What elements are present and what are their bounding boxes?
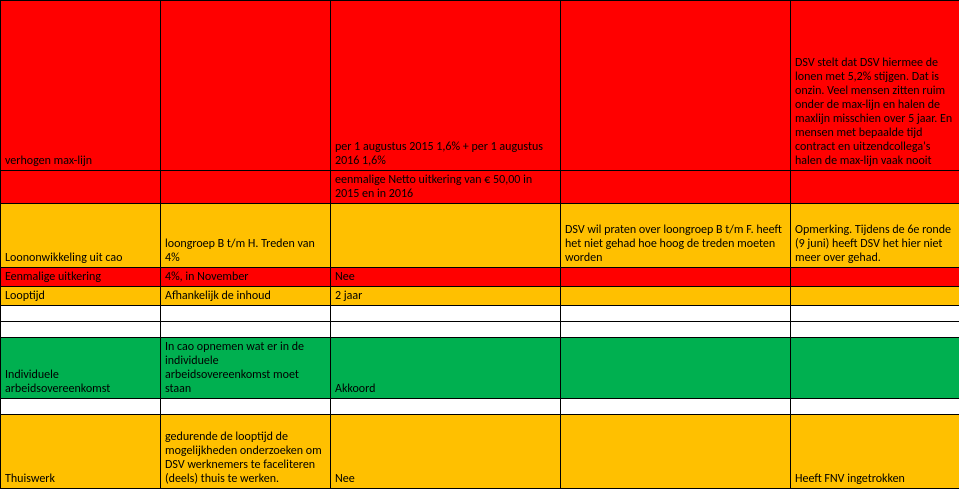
table-row: Loononwikkeling uit cao loongroep B t/m … (1, 204, 959, 268)
cell-label: Loononwikkeling uit cao (1, 204, 161, 268)
cell-c2: gedurende de looptijd de mogelijkheden o… (161, 415, 331, 489)
table-row: Individuele arbeidsovereenkomst In cao o… (1, 338, 959, 399)
table-row: Thuiswerk gedurende de looptijd de mogel… (1, 415, 959, 489)
cell-empty (331, 204, 561, 268)
table-row: Looptijd Afhankelijk de inhoud 2 jaar (1, 287, 959, 306)
cell-empty (561, 338, 791, 399)
cell-empty (161, 1, 331, 171)
cell-empty (561, 268, 791, 287)
cell-empty (791, 171, 959, 204)
cell-label: Looptijd (1, 287, 161, 306)
cell-label: Thuiswerk (1, 415, 161, 489)
cell-c3: eenmalige Netto uitkering van € 50,00 in… (331, 171, 561, 204)
cell-c3: Nee (331, 268, 561, 287)
cell-c5: Opmerking. Tijdens de 6e ronde (9 juni) … (791, 204, 959, 268)
table-row: verhogen max-lijn per 1 augustus 2015 1,… (1, 1, 959, 171)
cell-empty (791, 338, 959, 399)
cell-empty (1, 171, 161, 204)
cell-c2: Afhankelijk de inhoud (161, 287, 331, 306)
cell-c5: DSV stelt dat DSV hiermee de lonen met 5… (791, 1, 959, 171)
cell-label: Eenmalige uitkering (1, 268, 161, 287)
table-row: Eenmalige uitkering 4%, in November Nee (1, 268, 959, 287)
table-row (1, 322, 959, 338)
cell-label: verhogen max-lijn (1, 1, 161, 171)
cell-empty (561, 1, 791, 171)
cell-c3: Akkoord (331, 338, 561, 399)
cell-c3: per 1 augustus 2015 1,6% + per 1 augustu… (331, 1, 561, 171)
cell-empty (791, 287, 959, 306)
cell-empty (561, 171, 791, 204)
cell-c2: loongroep B t/m H. Treden van 4% (161, 204, 331, 268)
cell-empty (161, 171, 331, 204)
cell-empty (791, 268, 959, 287)
cell-c2: 4%, in November (161, 268, 331, 287)
table-row (1, 306, 959, 322)
cao-table: verhogen max-lijn per 1 augustus 2015 1,… (0, 0, 959, 489)
cell-empty (561, 415, 791, 489)
table-row (1, 399, 959, 415)
cell-empty (561, 287, 791, 306)
cell-c4: DSV wil praten over loongroep B t/m F. h… (561, 204, 791, 268)
cell-label: Individuele arbeidsovereenkomst (1, 338, 161, 399)
cell-c3: 2 jaar (331, 287, 561, 306)
table-row: eenmalige Netto uitkering van € 50,00 in… (1, 171, 959, 204)
cell-c2: In cao opnemen wat er in de individuele … (161, 338, 331, 399)
cell-c3: Nee (331, 415, 561, 489)
cell-c5: Heeft FNV ingetrokken (791, 415, 959, 489)
